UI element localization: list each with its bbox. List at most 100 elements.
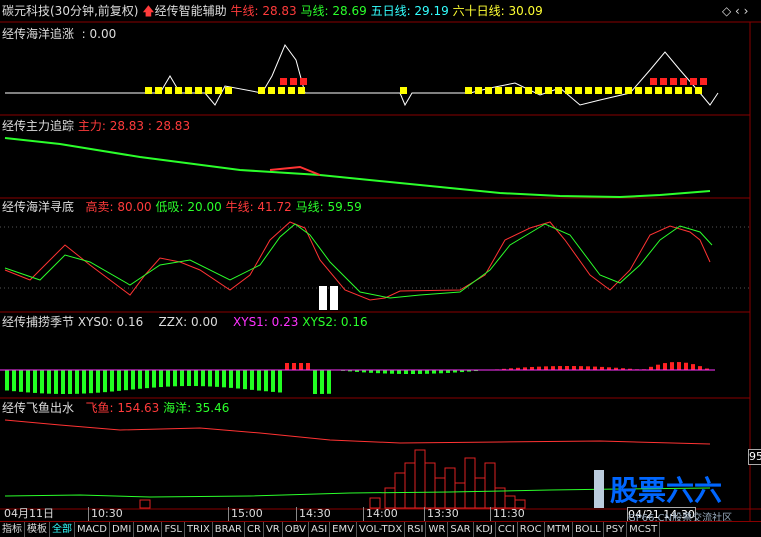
watermark-site: GP66.CN股票交流社区 xyxy=(628,513,733,524)
indicator: 牛线: 41.72 xyxy=(225,200,292,214)
histogram-bar xyxy=(551,366,555,370)
histogram-bar xyxy=(376,370,380,374)
date-label: 14:30 xyxy=(296,507,331,521)
ocean-line xyxy=(4,487,711,498)
histogram-bar xyxy=(509,368,513,370)
tab[interactable]: OBV xyxy=(283,522,309,537)
histogram-bar xyxy=(586,366,590,370)
histogram-bar xyxy=(292,363,296,370)
tab[interactable]: TRIX xyxy=(185,522,213,537)
histogram-bar xyxy=(33,370,37,393)
tab[interactable]: EMV xyxy=(330,522,357,537)
tab[interactable]: 全部 xyxy=(50,522,75,537)
date-label: 14:00 xyxy=(363,507,398,521)
histogram-bar xyxy=(649,366,653,370)
histogram-bar xyxy=(698,366,702,370)
signal-square xyxy=(625,87,632,94)
tab[interactable]: DMI xyxy=(110,522,135,537)
tab[interactable]: CR xyxy=(245,522,264,537)
main-force xyxy=(4,137,711,199)
signal-square xyxy=(575,87,582,94)
histogram-bar xyxy=(516,367,520,370)
signal-square xyxy=(665,87,672,94)
signal-square xyxy=(298,87,305,94)
tab[interactable]: MACD xyxy=(75,522,110,537)
tab[interactable]: PSY xyxy=(604,522,628,537)
tab[interactable]: MTM xyxy=(545,522,573,537)
signal-square xyxy=(505,87,512,94)
nav-icons[interactable]: ◇ ‹ › xyxy=(722,4,749,18)
volume-bar xyxy=(139,499,151,509)
histogram-bar xyxy=(474,370,478,372)
signal-square xyxy=(555,87,562,94)
histogram-bar xyxy=(397,370,401,374)
histogram-bar xyxy=(663,363,667,370)
indicator: 海洋: 35.46 xyxy=(163,401,230,415)
signal-square xyxy=(215,87,222,94)
watermark-logo xyxy=(594,470,604,508)
signal-square xyxy=(400,87,407,94)
cursor-price: 95 xyxy=(748,449,761,465)
indicator: XYS2: 0.16 xyxy=(302,315,368,329)
tab[interactable]: DMA xyxy=(134,522,163,537)
tab[interactable]: CCI xyxy=(496,522,518,537)
tab[interactable]: 指标 xyxy=(0,522,25,537)
histogram-bar xyxy=(418,370,422,374)
histogram-bar xyxy=(348,370,352,372)
volume-bar xyxy=(444,467,456,509)
tab[interactable]: VR xyxy=(264,522,283,537)
tab[interactable]: SAR xyxy=(448,522,474,537)
date-label: 10:30 xyxy=(88,507,123,521)
signal-square xyxy=(195,87,202,94)
signal-box xyxy=(319,286,327,310)
tab[interactable]: KDJ xyxy=(474,522,496,537)
date-label: 11:30 xyxy=(490,507,525,521)
signal-box xyxy=(330,286,338,310)
histogram-bar xyxy=(691,364,695,370)
tab[interactable]: ROC xyxy=(518,522,545,537)
date-label: 15:00 xyxy=(228,507,263,521)
tab[interactable]: MCST xyxy=(627,522,661,537)
stock-title: 碳元科技(30分钟,前复权) xyxy=(2,4,139,18)
watermark-brand: 股票六六 xyxy=(610,474,723,507)
histogram-bar xyxy=(411,370,415,374)
tab[interactable]: WR xyxy=(426,522,449,537)
tab[interactable]: FSL xyxy=(162,522,185,537)
volume-bar xyxy=(464,457,476,509)
histogram-bar xyxy=(54,370,58,394)
signal-square xyxy=(278,87,285,94)
histogram-bar xyxy=(313,370,317,394)
signal-square xyxy=(268,87,275,94)
histogram-bar xyxy=(327,370,331,394)
signal-square xyxy=(175,87,182,94)
histogram-bar xyxy=(369,370,373,373)
date-label: 13:30 xyxy=(424,507,459,521)
tab[interactable]: BRAR xyxy=(213,522,245,537)
signal-square xyxy=(515,87,522,94)
histogram-bar xyxy=(432,370,436,374)
histogram-bar xyxy=(425,370,429,374)
signal-square xyxy=(615,87,622,94)
signal-square xyxy=(485,87,492,94)
assistant: 经传智能辅助 xyxy=(154,4,227,18)
histogram-bar xyxy=(26,370,30,393)
histogram-bar xyxy=(656,364,660,370)
tab[interactable]: BOLL xyxy=(573,522,604,537)
ma: 六十日线: 30.09 xyxy=(452,4,543,18)
tab[interactable]: ASI xyxy=(309,522,331,537)
horse-line xyxy=(4,223,713,299)
histogram-bar xyxy=(12,370,16,392)
histogram-bar xyxy=(82,370,86,394)
volume-bar xyxy=(474,477,486,509)
signal-square xyxy=(700,78,707,85)
signal-square xyxy=(685,87,692,94)
histogram-bar xyxy=(306,363,310,370)
volume-bar xyxy=(404,462,416,509)
signal-square xyxy=(595,87,602,94)
histogram-bar xyxy=(152,370,156,388)
tab[interactable]: 模板 xyxy=(25,522,50,537)
tab[interactable]: VOL-TDX xyxy=(357,522,406,537)
tab[interactable]: RSI xyxy=(405,522,427,537)
signal-square xyxy=(605,87,612,94)
